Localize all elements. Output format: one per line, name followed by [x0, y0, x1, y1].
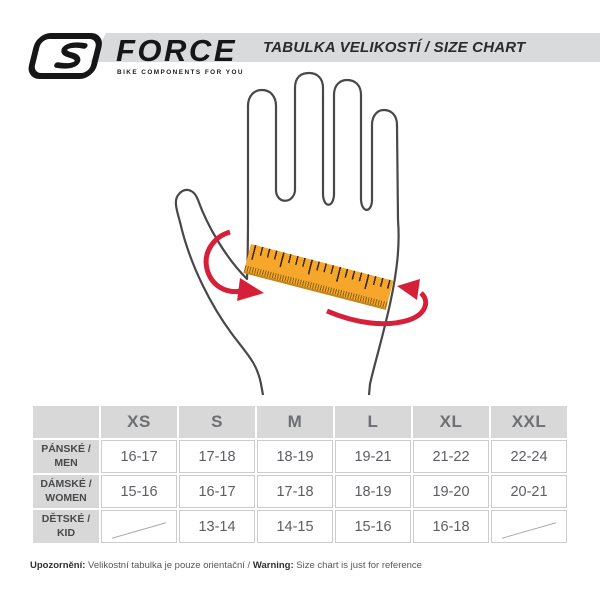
brand-name: FORCE — [116, 33, 237, 68]
size-cell: 19-21 — [335, 440, 411, 473]
wrap-arrow-right-icon — [326, 279, 429, 327]
note-label-en: Warning: — [252, 560, 294, 571]
size-cell: 22-24 — [491, 440, 567, 473]
row-label-women: DÁMSKÉ / WOMEN — [33, 475, 99, 508]
size-cell: 13-14 — [179, 510, 255, 543]
wrap-arrow-left-icon — [203, 229, 264, 301]
size-cell: 18-19 — [335, 475, 411, 508]
row-label-line: DĚTSKÉ / — [41, 513, 91, 526]
row-label-line: KID — [56, 526, 76, 539]
corner-cell — [33, 406, 99, 438]
size-cell: 16-17 — [179, 475, 255, 508]
size-cell: 16-17 — [101, 440, 177, 473]
size-cell: 21-22 — [413, 440, 489, 473]
size-column-header: XXL — [491, 406, 567, 438]
size-cell-empty — [101, 510, 177, 543]
table-row-kid: DĚTSKÉ / KID 13-14 14-15 15-16 16-18 — [33, 510, 567, 543]
row-label-line: WOMEN — [45, 491, 87, 504]
row-label-men: PÁNSKÉ / MEN — [33, 440, 99, 473]
table-row-men: PÁNSKÉ / MEN 16-17 17-18 18-19 19-21 21-… — [33, 440, 567, 473]
header-banner — [90, 33, 600, 62]
force-logo-icon — [28, 33, 102, 79]
note-text-cs: Velikostní tabulka je pouze orientační / — [85, 560, 253, 571]
not-available-slash — [111, 521, 167, 539]
size-cell: 20-21 — [491, 475, 567, 508]
row-label-kid: DĚTSKÉ / KID — [33, 510, 99, 543]
brand-tagline: BIKE COMPONENTS FOR YOU — [117, 69, 244, 76]
size-column-header: S — [179, 406, 255, 438]
size-cell: 19-20 — [413, 475, 489, 508]
size-cell: 16-18 — [413, 510, 489, 543]
size-cell: 14-15 — [257, 510, 333, 543]
row-label-line: MEN — [54, 456, 78, 469]
size-cell: 17-18 — [179, 440, 255, 473]
measure-arrows — [203, 229, 429, 327]
not-available-slash — [501, 521, 557, 539]
row-label-line: DÁMSKÉ / — [40, 478, 92, 491]
size-cell: 15-16 — [335, 510, 411, 543]
size-column-header: M — [257, 406, 333, 438]
table-row-women: DÁMSKÉ / WOMEN 15-16 16-17 17-18 18-19 1… — [33, 475, 567, 508]
size-cell: 17-18 — [257, 475, 333, 508]
note-text-en: Size chart is just for reference — [293, 560, 422, 571]
size-column-header: XS — [101, 406, 177, 438]
footer-note: Upozornění: Velikostní tabulka je pouze … — [30, 560, 422, 571]
table-header-row: XS S M L XL XXL — [33, 406, 567, 438]
size-column-header: XL — [413, 406, 489, 438]
size-column-header: L — [335, 406, 411, 438]
force-logo: FORCE BIKE COMPONENTS FOR YOU — [26, 20, 244, 82]
row-label-line: PÁNSKÉ / — [41, 443, 91, 456]
size-cell: 18-19 — [257, 440, 333, 473]
page-title: TABULKA VELIKOSTÍ / SIZE CHART — [263, 39, 526, 56]
size-table: XS S M L XL XXL PÁNSKÉ / MEN 16-17 17-18… — [31, 404, 569, 545]
note-label-cs: Upozornění: — [30, 560, 86, 571]
size-cell: 15-16 — [101, 475, 177, 508]
size-cell-empty — [491, 510, 567, 543]
